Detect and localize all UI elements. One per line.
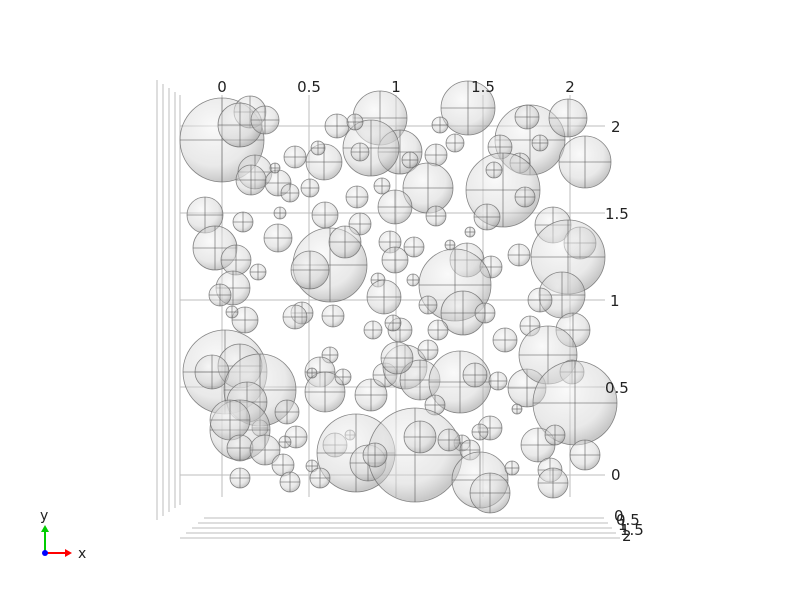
axis-triad: x y [40, 508, 86, 562]
y-tick-label: 1.5 [605, 205, 629, 223]
x-arrow-head [65, 549, 72, 557]
y-tick-label: 2 [611, 118, 621, 136]
z-tick-label: 1 [618, 516, 628, 534]
x-tick-label: 0 [217, 78, 227, 96]
z-tick-label: 0.5 [616, 511, 640, 529]
z-axis-ticks: 0 0.5 1 1.5 2 [614, 507, 644, 545]
y-tick-label: 1 [610, 292, 620, 310]
z-tick-label: 2 [622, 527, 632, 545]
z-axis-dot [42, 550, 48, 556]
y-axis-ticks: 0 0.5 1 1.5 2 [605, 118, 629, 484]
y-tick-label: 0 [611, 466, 621, 484]
y-tick-label: 0.5 [605, 379, 629, 397]
z-tick-label: 1.5 [620, 521, 644, 539]
triad-y-label: y [40, 508, 48, 524]
triad-x-label: x [78, 546, 86, 562]
x-axis-ticks: 0 0.5 1 1.5 2 [217, 78, 575, 96]
sphere-group [179, 80, 618, 514]
x-tick-label: 1.5 [471, 78, 495, 96]
z-tick-label: 0 [614, 507, 624, 525]
x-tick-label: 1 [391, 78, 401, 96]
y-arrow-head [41, 525, 49, 532]
x-tick-label: 2 [565, 78, 575, 96]
x-tick-label: 0.5 [297, 78, 321, 96]
